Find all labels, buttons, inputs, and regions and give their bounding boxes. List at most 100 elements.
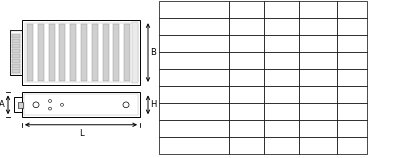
Text: 82: 82 <box>276 73 287 82</box>
Text: Ty p: Ty p <box>162 5 180 14</box>
Bar <box>12 44 20 48</box>
Text: 79: 79 <box>241 39 252 48</box>
Bar <box>264 69 299 86</box>
Bar <box>14 97 22 112</box>
Bar <box>299 86 337 103</box>
Text: 99: 99 <box>241 73 252 82</box>
Bar <box>299 18 337 35</box>
Text: 62: 62 <box>241 22 252 31</box>
Text: 10: 10 <box>346 56 358 65</box>
Bar <box>337 18 367 35</box>
Bar <box>229 69 264 86</box>
Bar <box>229 1 264 18</box>
Text: 10: 10 <box>346 107 358 116</box>
Text: A: A <box>349 5 355 14</box>
Bar <box>264 1 299 18</box>
Bar <box>25 23 137 82</box>
Bar <box>159 1 229 18</box>
Text: 99: 99 <box>276 141 287 150</box>
Bar <box>229 137 264 154</box>
Bar <box>337 52 367 69</box>
Text: 82: 82 <box>276 56 287 65</box>
Text: 28: 28 <box>312 22 324 31</box>
Text: 35: 35 <box>312 56 324 65</box>
Bar <box>159 35 229 52</box>
Text: 10: 10 <box>346 124 358 133</box>
Text: 198: 198 <box>238 107 255 116</box>
Bar <box>299 69 337 86</box>
Bar <box>22 92 140 117</box>
Bar <box>337 35 367 52</box>
Bar <box>70 24 76 81</box>
Bar <box>81 24 87 81</box>
Text: 38: 38 <box>312 107 324 116</box>
Bar <box>132 22 138 83</box>
Bar <box>299 35 337 52</box>
Text: TXL 035: TXL 035 <box>162 56 199 65</box>
Bar <box>12 64 20 67</box>
Text: L: L <box>244 5 249 14</box>
Bar <box>159 52 229 69</box>
Text: 10: 10 <box>346 90 358 99</box>
Text: 160: 160 <box>238 90 255 99</box>
Circle shape <box>48 107 52 110</box>
Bar <box>18 102 23 108</box>
Text: 99: 99 <box>276 124 287 133</box>
Text: 95: 95 <box>276 90 287 99</box>
Bar <box>159 69 229 86</box>
Bar <box>11 31 21 74</box>
Bar <box>12 69 20 73</box>
Bar <box>264 18 299 35</box>
Text: 35: 35 <box>312 73 324 82</box>
Bar <box>22 20 140 85</box>
Bar <box>24 94 138 115</box>
Bar <box>124 24 130 81</box>
Text: 45: 45 <box>312 141 324 150</box>
Bar <box>229 86 264 103</box>
Bar <box>49 24 54 81</box>
Text: TXL 025: TXL 025 <box>162 39 198 48</box>
Bar <box>264 35 299 52</box>
Bar <box>92 24 98 81</box>
Text: B: B <box>278 5 284 14</box>
Text: H: H <box>150 100 156 109</box>
Bar <box>264 137 299 154</box>
Bar <box>27 24 33 81</box>
Text: 51: 51 <box>276 22 287 31</box>
Bar <box>159 137 229 154</box>
Text: L: L <box>79 129 83 138</box>
Bar <box>12 49 20 53</box>
Bar <box>114 24 119 81</box>
Bar <box>264 120 299 137</box>
Bar <box>264 52 299 69</box>
Circle shape <box>33 102 39 108</box>
Text: 28, 5: 28, 5 <box>307 39 329 48</box>
Text: TXL 100: TXL 100 <box>162 107 199 116</box>
Bar <box>299 52 337 69</box>
Bar <box>10 30 22 75</box>
Circle shape <box>123 102 129 108</box>
Text: 99: 99 <box>276 107 287 116</box>
Bar <box>12 39 20 43</box>
Text: 51: 51 <box>276 39 287 48</box>
Text: H: H <box>315 5 321 14</box>
Text: 38: 38 <box>312 90 324 99</box>
Text: TXL 050/060: TXL 050/060 <box>162 73 219 82</box>
Circle shape <box>48 100 52 102</box>
Bar <box>12 34 20 38</box>
Bar <box>159 18 229 35</box>
Bar <box>229 52 264 69</box>
Bar <box>229 120 264 137</box>
Bar <box>299 103 337 120</box>
Bar <box>60 24 65 81</box>
Text: 50: 50 <box>312 124 324 133</box>
Bar <box>337 69 367 86</box>
Text: A: A <box>0 100 5 109</box>
Text: 10: 10 <box>346 73 358 82</box>
Bar <box>159 103 229 120</box>
Text: 14: 14 <box>346 22 358 31</box>
Bar <box>136 24 138 81</box>
Bar <box>159 86 229 103</box>
Bar <box>299 137 337 154</box>
Bar <box>229 18 264 35</box>
